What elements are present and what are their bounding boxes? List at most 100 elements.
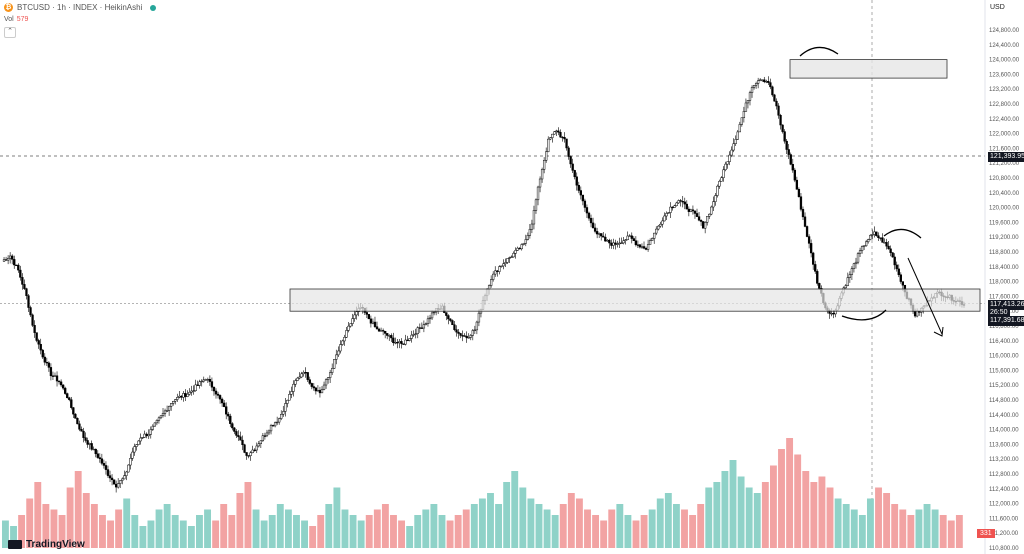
candle-down bbox=[793, 169, 796, 181]
candle-down bbox=[881, 237, 884, 243]
candle-down bbox=[21, 277, 24, 285]
candle-up bbox=[324, 379, 328, 386]
candle-down bbox=[889, 248, 892, 253]
symbol-title[interactable]: BTCUSD · 1h · INDEX · HeikinAshi bbox=[17, 3, 143, 12]
volume-bar bbox=[204, 509, 211, 548]
candle-up bbox=[620, 242, 623, 244]
candle-down bbox=[457, 331, 460, 334]
candle-up bbox=[339, 344, 342, 352]
y-tick-label: 119,200.00 bbox=[989, 235, 1019, 241]
tradingview-logo[interactable]: TradingView bbox=[8, 539, 85, 550]
candle-down bbox=[638, 244, 642, 248]
volume-bar bbox=[947, 520, 955, 548]
candle-up bbox=[473, 329, 476, 331]
y-tick-label: 118,400.00 bbox=[989, 265, 1019, 271]
candle-down bbox=[581, 194, 585, 202]
candle-down bbox=[365, 312, 368, 315]
candle-down bbox=[775, 100, 778, 107]
candle-down bbox=[108, 475, 112, 479]
candle-up bbox=[844, 285, 847, 289]
candle-up bbox=[426, 318, 430, 324]
candle-down bbox=[801, 209, 805, 218]
candle-up bbox=[740, 117, 743, 125]
candle-down bbox=[614, 242, 617, 245]
currency-button[interactable]: USD bbox=[990, 4, 1005, 11]
candle-down bbox=[390, 335, 393, 339]
candle-up bbox=[322, 384, 326, 390]
candle-up bbox=[326, 377, 330, 380]
candle-down bbox=[600, 233, 603, 237]
candle-down bbox=[583, 200, 587, 208]
candle-down bbox=[812, 252, 815, 265]
candle-down bbox=[51, 375, 55, 377]
candle-up bbox=[129, 458, 132, 466]
candle-down bbox=[809, 243, 813, 254]
candle-up bbox=[752, 84, 756, 88]
candle-up bbox=[722, 169, 725, 178]
y-tick-label: 112,800.00 bbox=[989, 472, 1019, 478]
y-tick-label: 118,800.00 bbox=[989, 250, 1019, 256]
candle-up bbox=[856, 253, 860, 263]
last-price-label: 117,413.26 bbox=[988, 300, 1024, 310]
candle-down bbox=[608, 239, 611, 244]
market-open-icon bbox=[150, 4, 157, 11]
candle-up bbox=[736, 131, 739, 140]
candle-down bbox=[879, 237, 882, 239]
candle-down bbox=[237, 435, 240, 438]
candle-down bbox=[27, 295, 30, 308]
candle-up bbox=[524, 239, 527, 244]
candle-up bbox=[754, 83, 758, 86]
candle-up bbox=[117, 483, 120, 488]
candle-up bbox=[404, 339, 407, 345]
volume-bar bbox=[519, 487, 527, 548]
y-tick-label: 121,200.00 bbox=[989, 161, 1020, 167]
candle-up bbox=[883, 242, 886, 244]
candle-down bbox=[789, 154, 792, 165]
candle-down bbox=[245, 452, 248, 456]
candle-down bbox=[208, 379, 212, 382]
candle-up bbox=[147, 434, 150, 437]
candle-up bbox=[673, 205, 676, 208]
candle-down bbox=[699, 219, 703, 222]
candle-up bbox=[176, 397, 179, 400]
candle-up bbox=[422, 324, 426, 329]
candle-down bbox=[76, 418, 79, 425]
candle-up bbox=[648, 240, 652, 245]
volume-bar bbox=[487, 493, 494, 548]
trend-arrow-head bbox=[933, 326, 944, 337]
volume-bar bbox=[915, 509, 923, 548]
candle-up bbox=[492, 273, 495, 280]
candle-down bbox=[263, 435, 267, 437]
volume-bar bbox=[907, 515, 915, 548]
candle-down bbox=[701, 221, 705, 229]
candle-down bbox=[406, 339, 409, 342]
candle-up bbox=[157, 417, 161, 421]
candle-down bbox=[80, 429, 83, 432]
volume-bar bbox=[42, 504, 50, 548]
candle-down bbox=[797, 189, 801, 197]
volume-bar bbox=[171, 515, 179, 548]
candle-up bbox=[873, 231, 876, 235]
candle-up bbox=[526, 235, 529, 240]
candle-up bbox=[265, 432, 269, 437]
candle-up bbox=[261, 435, 265, 441]
volume-bar bbox=[123, 498, 131, 548]
collapse-legend-button[interactable]: ⌃ bbox=[4, 27, 16, 38]
candle-down bbox=[212, 386, 216, 392]
candle-up bbox=[424, 323, 428, 325]
candle-up bbox=[704, 222, 707, 229]
volume-bar bbox=[58, 515, 66, 548]
candle-down bbox=[19, 269, 22, 278]
candle-up bbox=[259, 440, 262, 444]
candle-down bbox=[565, 138, 568, 149]
volume-bar bbox=[244, 482, 252, 548]
candle-down bbox=[899, 274, 902, 282]
candle-up bbox=[724, 163, 727, 171]
volume-bar bbox=[818, 476, 826, 548]
candle-up bbox=[612, 242, 615, 246]
candle-down bbox=[496, 270, 499, 272]
candle-up bbox=[284, 403, 287, 412]
candle-up bbox=[555, 130, 558, 133]
volume-bar bbox=[236, 493, 244, 548]
